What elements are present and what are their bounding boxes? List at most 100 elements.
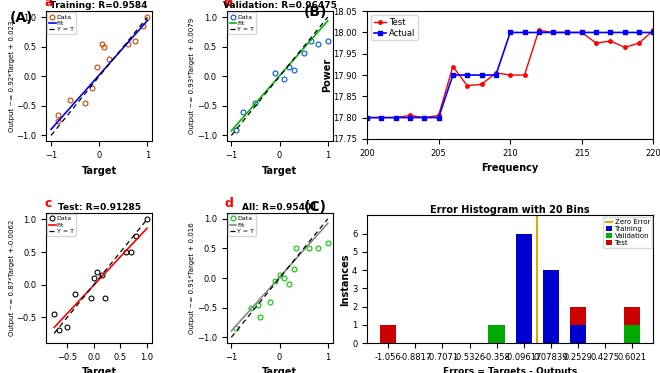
- Data: [256, 314, 264, 319]
- Bar: [624, 325, 640, 343]
- Test: [420, 115, 428, 120]
- Data: [285, 282, 293, 286]
- Test: [621, 45, 629, 50]
- Test: [549, 30, 557, 35]
- Legend: Data, Fit, Y = T: Data, Fit, Y = T: [228, 214, 256, 236]
- Legend: Data, Fit, Y = T: Data, Fit, Y = T: [228, 12, 256, 34]
- Test: [649, 28, 657, 32]
- Test: [607, 39, 614, 43]
- Data: [98, 41, 106, 46]
- Data: [247, 305, 255, 310]
- Data: [304, 246, 312, 251]
- Data: [92, 269, 100, 274]
- Zero Error: [533, 323, 541, 327]
- Title: Validation: R=0.96475: Validation: R=0.96475: [222, 1, 337, 10]
- Data: [271, 71, 279, 76]
- Y-axis label: Output ~= 0.92*Target + 0.023: Output ~= 0.92*Target + 0.023: [9, 21, 15, 132]
- Data: [122, 250, 130, 254]
- Test: [578, 30, 586, 35]
- Legend: Data, Fit, Y = T: Data, Fit, Y = T: [48, 214, 76, 236]
- Line: Actual: Actual: [365, 31, 655, 119]
- Actual: [521, 30, 529, 35]
- Data: [87, 295, 95, 300]
- Test: [463, 84, 471, 88]
- Y-axis label: Output ~= 0.91*Target + 0.016: Output ~= 0.91*Target + 0.016: [189, 222, 195, 334]
- Data: [251, 101, 259, 105]
- Test: [435, 113, 443, 118]
- Data: [300, 50, 308, 55]
- Bar: [570, 307, 586, 325]
- Bar: [515, 234, 532, 343]
- Bar: [488, 325, 505, 343]
- Test: [592, 41, 600, 46]
- Actual: [463, 73, 471, 77]
- Actual: [649, 30, 657, 35]
- Actual: [435, 115, 443, 120]
- Actual: [607, 30, 614, 35]
- Actual: [535, 30, 543, 35]
- Actual: [478, 73, 486, 77]
- Test: [406, 113, 414, 118]
- Data: [50, 311, 58, 316]
- Actual: [391, 115, 399, 120]
- Data: [324, 240, 332, 245]
- X-axis label: Target: Target: [82, 166, 117, 176]
- Actual: [506, 30, 514, 35]
- Actual: [363, 115, 371, 120]
- Actual: [420, 115, 428, 120]
- Data: [54, 113, 62, 117]
- Data: [133, 233, 141, 238]
- Legend: Data, Fit, Y = T: Data, Fit, Y = T: [48, 12, 76, 34]
- Actual: [549, 30, 557, 35]
- Data: [292, 246, 300, 251]
- X-axis label: Errors = Targets - Outputs: Errors = Targets - Outputs: [443, 367, 578, 373]
- Zero Error: [533, 341, 541, 345]
- Data: [88, 86, 96, 90]
- Y-axis label: Power: Power: [322, 58, 332, 92]
- Data: [285, 65, 293, 70]
- Test: [478, 82, 486, 87]
- Test: [535, 28, 543, 32]
- Actual: [378, 115, 385, 120]
- Text: (B): (B): [304, 5, 327, 19]
- Title: Training: R=0.9584: Training: R=0.9584: [50, 1, 148, 10]
- Bar: [380, 325, 396, 343]
- Bar: [543, 270, 559, 343]
- Data: [55, 328, 63, 332]
- Data: [81, 101, 88, 105]
- Text: a: a: [44, 0, 53, 9]
- Line: Data: Data: [56, 15, 150, 123]
- Data: [100, 44, 108, 49]
- Y-axis label: Output ~= 0.93*Target + 0.0079: Output ~= 0.93*Target + 0.0079: [189, 18, 195, 134]
- X-axis label: Target: Target: [82, 367, 117, 373]
- Data: [90, 276, 98, 280]
- Y-axis label: Instances: Instances: [341, 253, 350, 305]
- Test: [635, 41, 643, 46]
- Data: [232, 127, 240, 132]
- Data: [93, 65, 101, 70]
- Data: [124, 41, 132, 46]
- Test: [363, 115, 371, 120]
- Bar: [570, 325, 586, 343]
- Data: [63, 325, 71, 329]
- Data: [280, 77, 288, 81]
- Data: [280, 276, 288, 280]
- Text: (C): (C): [304, 200, 327, 214]
- Data: [71, 292, 79, 297]
- Actual: [635, 30, 643, 35]
- Actual: [564, 30, 572, 35]
- Data: [232, 326, 240, 330]
- Data: [127, 250, 135, 254]
- Test: [564, 30, 572, 35]
- Test: [492, 70, 500, 75]
- Line: Data: Data: [51, 217, 149, 333]
- X-axis label: Target: Target: [262, 367, 297, 373]
- Data: [143, 15, 151, 19]
- Text: c: c: [44, 197, 51, 210]
- Text: (A): (A): [10, 11, 34, 25]
- Test: [378, 115, 385, 120]
- Data: [314, 246, 322, 251]
- Test: [506, 73, 514, 77]
- Data: [324, 38, 332, 43]
- Test: [521, 73, 529, 77]
